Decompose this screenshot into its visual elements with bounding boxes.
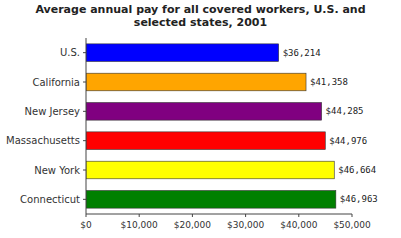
x-tick — [192, 214, 193, 217]
bar — [86, 73, 306, 91]
data-label: $44,976 — [329, 136, 367, 146]
category-label: New York — [34, 165, 80, 176]
x-tick-label: $50,000 — [333, 220, 370, 230]
y-tick — [83, 170, 86, 171]
bar — [86, 161, 334, 179]
data-label: $41,358 — [310, 77, 348, 87]
y-tick — [83, 52, 86, 53]
category-label: U.S. — [60, 47, 80, 58]
y-tick — [83, 111, 86, 112]
background — [0, 0, 401, 238]
bar — [86, 132, 325, 150]
x-tick-label: $20,000 — [174, 220, 211, 230]
data-label: $46,963 — [340, 194, 378, 204]
x-tick-label: $10,000 — [121, 220, 158, 230]
category-label: Massachusetts — [6, 135, 80, 146]
bars — [86, 44, 336, 208]
y-axis-line — [86, 38, 87, 214]
y-tick — [83, 199, 86, 200]
x-tick — [298, 214, 299, 217]
title-line: selected states, 2001 — [134, 16, 267, 29]
data-label: $36,214 — [283, 48, 321, 58]
bar — [86, 103, 322, 121]
x-tick — [352, 214, 353, 217]
title: Average annual pay for all covered worke… — [35, 3, 365, 29]
y-tick — [83, 82, 86, 83]
x-axis-line — [86, 214, 352, 215]
bar — [86, 44, 279, 62]
x-tick — [245, 214, 246, 217]
category-label: Connecticut — [20, 194, 80, 205]
category-label: California — [33, 77, 81, 88]
x-tick-label: $40,000 — [280, 220, 317, 230]
data-label: $46,664 — [338, 165, 376, 175]
x-tick — [86, 214, 87, 217]
title-line: Average annual pay for all covered worke… — [35, 3, 365, 16]
category-label: New Jersey — [25, 106, 81, 117]
x-tick-label: $0 — [80, 220, 92, 230]
x-tick-label: $30,000 — [227, 220, 264, 230]
bar — [86, 191, 336, 209]
data-label: $44,285 — [326, 106, 364, 116]
y-tick — [83, 140, 86, 141]
chart: Average annual pay for all covered worke… — [0, 0, 401, 238]
x-tick — [139, 214, 140, 217]
